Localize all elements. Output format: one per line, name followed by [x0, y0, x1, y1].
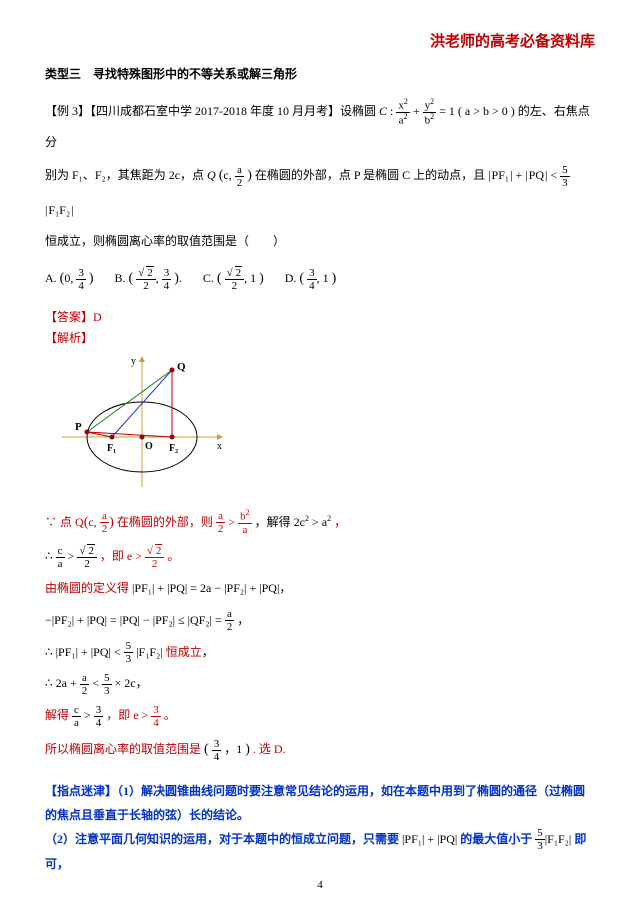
- step-1: ∵ 点 Q(c, a2) 在椭圆的外部，则 a2 > b2a ，解得 2c2 >…: [45, 506, 595, 540]
- step-5: ∴ |PF₁| + |PQ| < 53 |F₁F₂| 恒成立，: [45, 638, 595, 667]
- page-number: 4: [0, 879, 640, 891]
- brand-header: 洪老师的高考必备资料库: [45, 30, 595, 51]
- choice-B: B. ( 22, 34 ).: [115, 271, 185, 285]
- step-2: ∴ ca > 22 ，即 e > 22 。: [45, 542, 595, 571]
- explain-label: 【解析】: [45, 329, 595, 346]
- step-4: −|PF₂| + |PQ| = |PQ| − |PF₂| ≤ |QF₂| = a…: [45, 606, 595, 635]
- question-body: 【例 3】【四川成都石室中学 2017-2018 年度 10 月月考】设椭圆 C…: [45, 96, 595, 158]
- choices: A. (0, 34 ) B. ( 22, 34 ). C. ( 22, 1 ) …: [45, 261, 595, 297]
- svg-text:Q: Q: [177, 361, 186, 373]
- step-3: 由椭圆的定义得 |PF₁| + |PQ| = 2a − |PF₂| + |PQ|…: [45, 574, 595, 603]
- svg-text:y: y: [131, 356, 136, 367]
- question-line3: 恒成立，则椭圆离心率的取值范围是（ ）: [45, 226, 595, 257]
- q-c: C : x2a2 + y2b2: [379, 104, 439, 118]
- step-7: 解得 ca > 34 ，即 e > 34 。: [45, 701, 595, 730]
- question-line2: 别为 F₁、F₂，其焦距为 2c，点 Q (c, a2 ) 在椭圆的外部，点 P…: [45, 158, 595, 226]
- tip-1: 【指点迷津】（1）解决圆锥曲线问题时要注意常见结论的运用，如在本题中用到了椭圆的…: [45, 779, 595, 827]
- svg-text:F₂: F₂: [169, 443, 178, 454]
- svg-text:O: O: [145, 441, 153, 452]
- answer-label: 【答案】D: [45, 308, 595, 325]
- tip-block: 【指点迷津】（1）解决圆锥曲线问题时要注意常见结论的运用，如在本题中用到了椭圆的…: [45, 779, 595, 877]
- tip-2: （2）注意平面几何知识的运用，对于本题中的恒成立问题，只需要 |PF₁| + |…: [45, 827, 595, 877]
- svg-text:P: P: [75, 421, 82, 433]
- choice-D: D. ( 34, 1 ): [285, 271, 337, 285]
- step-8: 所以椭圆离心率的取值范围是 ( 34 ，1 ) . 选 D.: [45, 733, 595, 767]
- q-tag: 【例 3】【四川成都石室中学 2017-2018 年度 10 月月考】设椭圆: [45, 104, 376, 118]
- ellipse-diagram: O F₁ F₂ P Q x y: [57, 352, 595, 496]
- step-6: ∴ 2a + a2 < 53 × 2c，: [45, 669, 595, 698]
- section-title: 类型三 寻找特殊图形中的不等关系或解三角形: [45, 65, 595, 82]
- svg-text:F₁: F₁: [107, 443, 116, 454]
- choice-C: C. ( 22, 1 ): [203, 271, 267, 285]
- svg-text:x: x: [217, 441, 222, 452]
- choice-A: A. (0, 34 ): [45, 271, 97, 285]
